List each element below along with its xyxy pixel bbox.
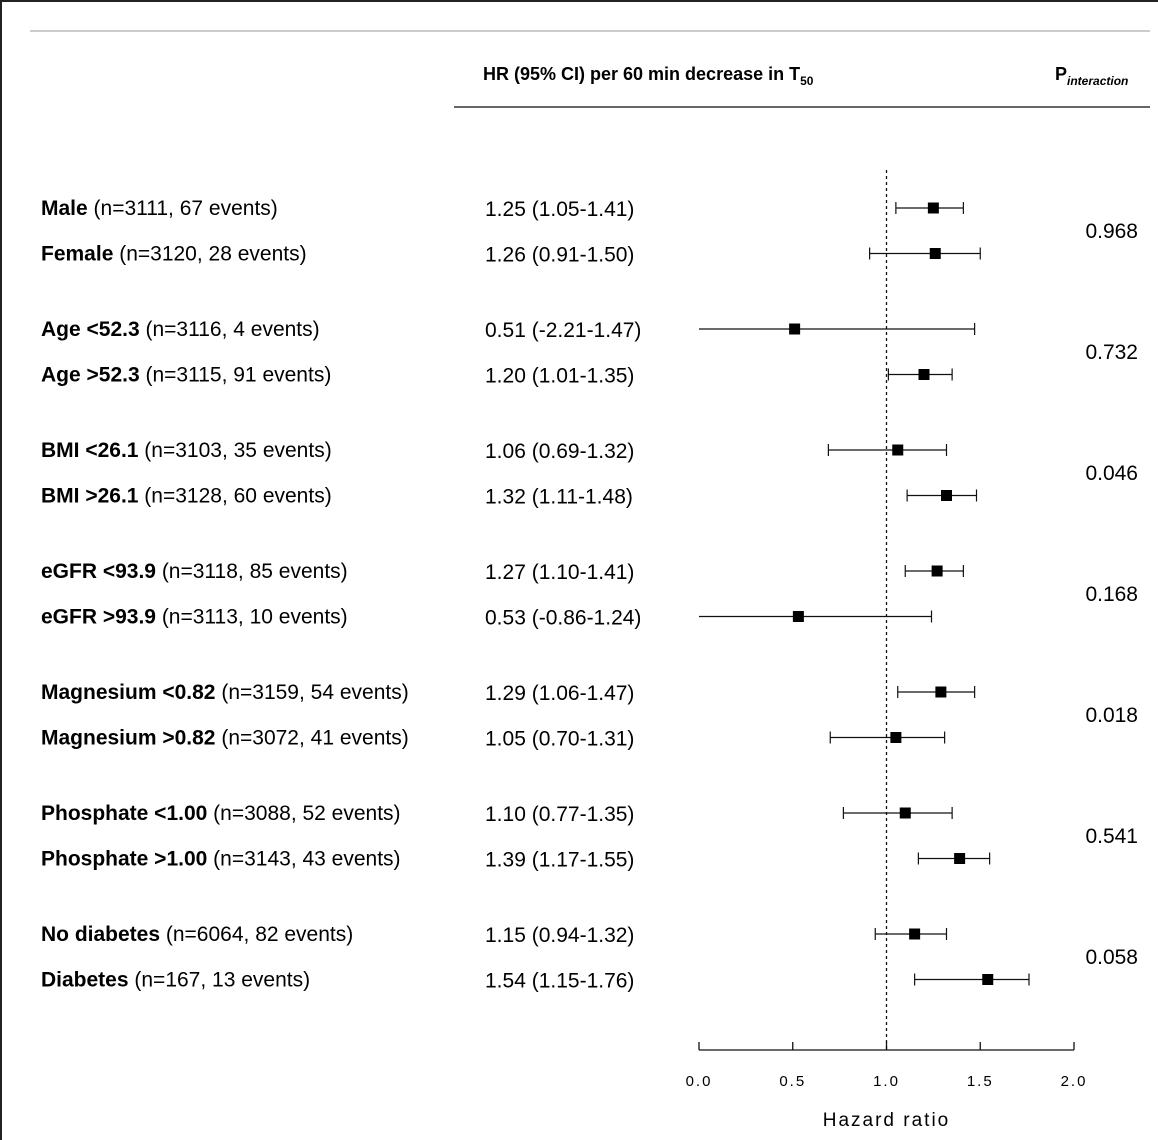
hr-ci-text: 1.15 (0.94-1.32) (485, 924, 634, 947)
row-label-detail: (n=3111, 67 events) (88, 197, 278, 220)
hr-column-header: HR (95% CI) per 60 min decrease in T50 (483, 64, 814, 88)
row-label-detail: (n=3159, 54 events) (216, 681, 409, 704)
hr-ci-text: 1.54 (1.15-1.76) (485, 970, 634, 993)
p-interaction-value: 0.058 (1085, 946, 1138, 969)
p-interaction-value: 0.168 (1085, 583, 1138, 606)
hr-point (899, 807, 911, 819)
row-label: Female (n=3120, 28 events) (41, 243, 307, 266)
row-label-group: Magnesium >0.82 (41, 727, 216, 750)
hr-point (931, 565, 943, 577)
row-label-group: eGFR >93.9 (41, 606, 156, 629)
x-axis-title: Hazard ratio (823, 1110, 951, 1131)
row-label: eGFR >93.9 (n=3113, 10 events) (41, 606, 348, 629)
hr-point (935, 686, 947, 698)
hr-point (918, 369, 930, 380)
hr-point (941, 490, 952, 501)
x-axis: 0.0 0.5 1.0 1.5 2.0 Hazard ratio (686, 1042, 1088, 1131)
row-label-group: No diabetes (41, 923, 160, 946)
row-label: BMI >26.1 (n=3128, 60 events) (41, 485, 332, 508)
hr-ci-text: 1.29 (1.06-1.47) (485, 682, 634, 705)
p-interaction-value: 0.541 (1085, 825, 1138, 848)
row-label: Phosphate <1.00 (n=3088, 52 events) (41, 802, 401, 825)
hr-ci-text: 1.20 (1.01-1.35) (485, 365, 634, 388)
row-label: No diabetes (n=6064, 82 events) (41, 923, 353, 946)
hr-ci-text: 1.32 (1.11-1.48) (485, 486, 633, 509)
p-interaction-value: 0.968 (1085, 220, 1138, 243)
row-label-group: BMI <26.1 (41, 439, 139, 462)
hr-point (927, 202, 939, 214)
row-label-detail: (n=3072, 41 events) (216, 727, 409, 750)
hr-ci-text: 1.27 (1.10-1.41) (485, 561, 634, 584)
hr-ci-text: 1.06 (0.69-1.32) (485, 440, 634, 463)
hr-ci-text: 1.39 (1.17-1.55) (485, 849, 634, 872)
row-label-group: eGFR <93.9 (41, 560, 156, 583)
row-label: Phosphate >1.00 (n=3143, 43 events) (41, 848, 401, 871)
row-label-detail: (n=3116, 4 events) (140, 318, 320, 341)
row-label-detail: (n=167, 13 events) (129, 969, 311, 992)
row-label-group: Age >52.3 (41, 364, 140, 387)
row-label: Diabetes (n=167, 13 events) (41, 969, 310, 992)
row-label-detail: (n=3118, 85 events) (156, 560, 348, 583)
x-tick-label: 1.0 (873, 1073, 900, 1090)
row-label: BMI <26.1 (n=3103, 35 events) (41, 439, 332, 462)
row-label-detail: (n=3143, 43 events) (207, 848, 400, 871)
row-label-detail: (n=3120, 28 events) (113, 243, 306, 266)
hr-ci-text: 1.25 (1.05-1.41) (485, 198, 634, 221)
hr-ci-text: 0.53 (-0.86-1.24) (485, 607, 641, 630)
row-label-group: Phosphate <1.00 (41, 802, 207, 825)
row-label: Age >52.3 (n=3115, 91 events) (41, 364, 331, 387)
row-label-detail: (n=3113, 10 events) (156, 606, 348, 629)
row-label: Magnesium >0.82 (n=3072, 41 events) (41, 727, 409, 750)
row-label: eGFR <93.9 (n=3118, 85 events) (41, 560, 348, 583)
p-column-header: Pinteraction (1055, 64, 1128, 88)
row-label-detail: (n=3103, 35 events) (138, 439, 331, 462)
row-label-group: Female (41, 243, 113, 266)
hr-point (982, 974, 994, 985)
row-label-group: BMI >26.1 (41, 485, 139, 508)
hr-point (792, 611, 804, 622)
hr-point (892, 444, 904, 456)
hr-point (909, 928, 921, 940)
p-interaction-value: 0.046 (1085, 462, 1138, 485)
hr-point (954, 853, 966, 864)
row-label-detail: (n=3088, 52 events) (207, 802, 400, 825)
row-label-group: Magnesium <0.82 (41, 681, 216, 704)
hr-ci-text: 1.26 (0.91-1.50) (485, 244, 634, 267)
row-label-detail: (n=3115, 91 events) (140, 364, 332, 387)
row-label: Male (n=3111, 67 events) (41, 197, 278, 220)
x-tick-label: 0.0 (686, 1073, 713, 1090)
x-tick-label: 1.5 (967, 1073, 994, 1090)
row-label-group: Phosphate >1.00 (41, 848, 207, 871)
rows-layer: Male (n=3111, 67 events) 1.25 (1.05-1.41)… (41, 170, 1138, 1050)
hr-ci-text: 0.51 (-2.21-1.47) (485, 319, 641, 342)
hr-point (890, 732, 902, 743)
hr-ci-text: 1.05 (0.70-1.31) (485, 728, 634, 751)
p-interaction-value: 0.732 (1085, 341, 1138, 364)
p-interaction-value: 0.018 (1085, 704, 1138, 727)
row-label-detail: (n=3128, 60 events) (138, 485, 331, 508)
row-label: Age <52.3 (n=3116, 4 events) (41, 318, 320, 341)
x-tick-label: 2.0 (1061, 1073, 1088, 1090)
row-label-group: Age <52.3 (41, 318, 140, 341)
hr-point (929, 248, 941, 259)
row-label: Magnesium <0.82 (n=3159, 54 events) (41, 681, 409, 704)
row-label-detail: (n=6064, 82 events) (160, 923, 353, 946)
row-label-group: Diabetes (41, 969, 129, 992)
hr-ci-text: 1.10 (0.77-1.35) (485, 803, 634, 826)
x-tick-label: 0.5 (779, 1073, 806, 1090)
hr-point (789, 323, 801, 335)
row-label-group: Male (41, 197, 88, 220)
